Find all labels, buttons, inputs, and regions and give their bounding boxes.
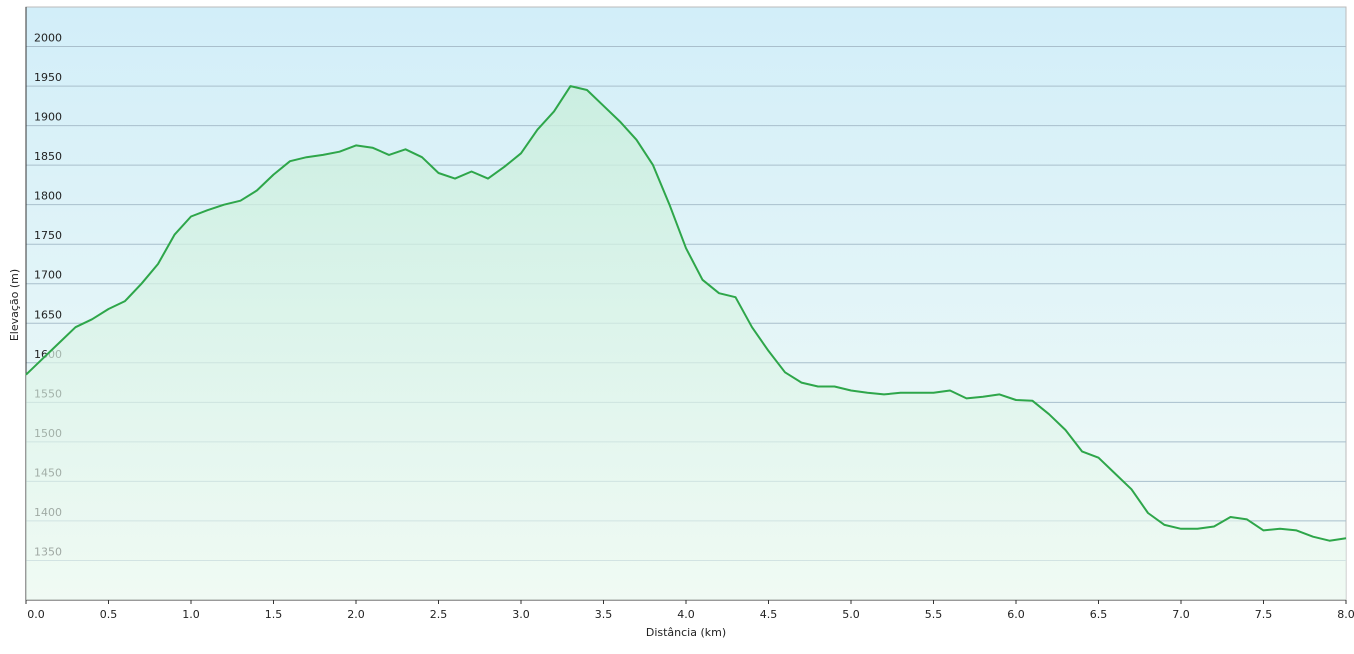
x-tick-label: 5.0	[842, 608, 860, 621]
y-tick-label: 1650	[34, 308, 62, 321]
elevation-line	[25, 85, 1347, 542]
x-tick-label: 1.5	[265, 608, 283, 621]
x-tick-label: 6.0	[1007, 608, 1025, 621]
y-tick-label: 1850	[34, 150, 62, 163]
x-tick-label: 7.5	[1255, 608, 1273, 621]
x-tick-label: 1.0	[182, 608, 200, 621]
x-tick-label: 2.0	[347, 608, 365, 621]
y-tick-label: 2000	[34, 32, 62, 45]
area-fill	[26, 86, 1346, 601]
x-tick-label: 2.5	[430, 608, 448, 621]
x-tick-label: 5.5	[925, 608, 943, 621]
x-axis-label: Distância (km)	[646, 626, 726, 639]
y-tick-label: 1950	[34, 71, 62, 84]
y-axis-label: Elevação (m)	[8, 269, 21, 341]
x-tick-label: 7.0	[1172, 608, 1190, 621]
x-tick-label: 4.0	[677, 608, 695, 621]
y-tick-label: 1800	[34, 190, 62, 203]
y-tick-label: 1900	[34, 111, 62, 124]
x-tick-label: 0.5	[100, 608, 118, 621]
y-tick-label: 1700	[34, 269, 62, 282]
x-tick-label: 6.5	[1090, 608, 1108, 621]
x-tick-label: 3.5	[595, 608, 613, 621]
x-tick-label: 0.0	[27, 608, 45, 621]
x-tick-label: 3.0	[512, 608, 530, 621]
x-tick-label: 8.0	[1337, 608, 1354, 621]
x-tick-label: 4.5	[760, 608, 778, 621]
y-tick-label: 1750	[34, 229, 62, 242]
